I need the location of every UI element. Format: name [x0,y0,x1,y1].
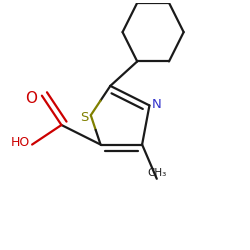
Text: N: N [152,98,162,111]
Text: O: O [25,90,37,106]
Text: S: S [80,111,89,124]
Text: CH₃: CH₃ [147,168,167,177]
Text: HO: HO [10,136,30,148]
